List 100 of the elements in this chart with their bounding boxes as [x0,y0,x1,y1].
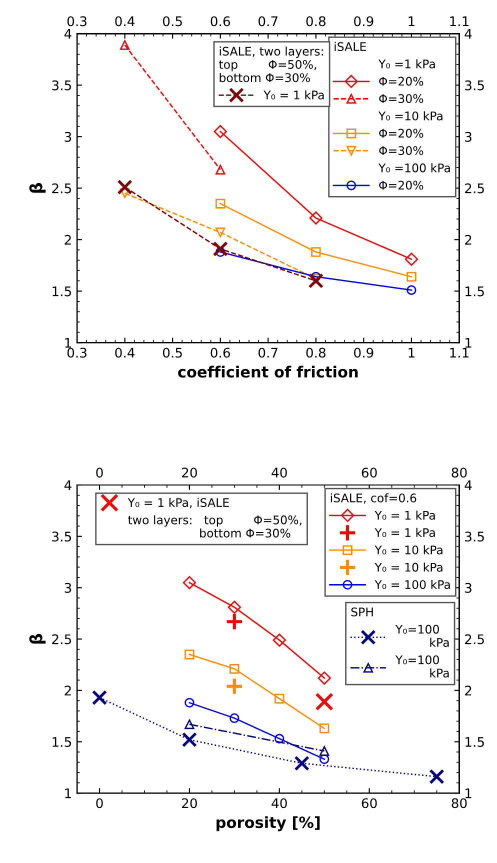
legend-label: Y₀ = 1 kPa, iSALE [128,498,229,508]
x2-tick-label: 60 [362,468,377,478]
y-tick-label: 2 [64,686,71,696]
x2-tick-label: 1.1 [450,16,468,26]
x-tick-label: 40 [272,798,287,808]
point [215,247,226,257]
y2-tick-label: 1 [466,338,472,348]
y-tick-label: 1 [65,788,71,798]
y-tick-label: 2 [64,234,71,245]
legend-label: Φ=20% [379,180,424,190]
x-tick-label: 0.9 [354,348,374,358]
x2-tick-label: 0.5 [162,16,182,26]
x2-tick-label: 0.4 [115,16,135,26]
legend-label: Φ=20% [379,76,424,86]
point [182,732,198,748]
point [184,698,194,708]
y2-tick-label: 2 [465,234,472,245]
y-tick-label: 4 [64,480,72,490]
y-tick-label: 3 [64,582,72,593]
x-tick-label: 1.1 [450,348,468,358]
point [215,164,226,174]
x-tick-label: 20 [182,798,197,808]
x2-tick-label: 0.9 [354,16,374,26]
legend-title: iSALE, cof=0.6 [330,493,416,504]
legend-label: Φ=30% [379,94,424,104]
point [212,241,228,257]
y2-tick-label: 2.5 [465,183,484,194]
x-tick-label: 80 [452,798,467,808]
annotation: Y₀ =10 kPa [378,111,442,120]
x-axis-title: porosity [%] [216,816,320,832]
point [319,754,330,764]
y-tick-label: 4 [64,29,72,39]
legend-label: Φ=30% [379,146,424,156]
x2-tick-label: 20 [182,468,197,478]
point [230,664,240,674]
x2-tick-label: 0.7 [258,16,278,26]
point [92,690,108,706]
x2-tick-label: 1 [408,16,414,26]
y2-tick-label: 3 [465,582,472,593]
point [184,650,194,660]
point [120,40,130,50]
x-tick-label: 0 [96,798,103,808]
x-tick-label: 0.6 [210,348,230,358]
legend-label: Y₀ = 10 kPa [374,545,442,554]
annotation: iSALE, two layers: top Φ=50%, bottom Φ=30% [219,46,323,82]
point [319,746,330,756]
x2-tick-label: 80 [452,468,467,478]
x2-tick-label: 0.8 [306,16,326,26]
point [404,252,418,266]
y2-tick-label: 4 [464,29,472,39]
y-tick-label: 1.5 [52,737,72,747]
point [215,228,226,238]
point [225,612,244,631]
annotation: SPH [351,607,373,616]
legend-label: Y₀ = 1 kPa [374,528,435,538]
legend-label: Y₀ = 10 kPa [374,562,442,572]
point [225,677,244,696]
y2-tick-label: 3.5 [465,532,484,542]
point [274,734,284,744]
legend-label: Y₀ = 1 kPa [264,90,324,100]
y2-tick-label: 4 [464,480,472,490]
point [228,600,241,614]
point [215,198,226,208]
point [214,124,227,138]
x2-tick-label: 0.3 [67,16,86,26]
x-tick-label: 0.4 [115,348,135,358]
y-axis-title: β [29,634,46,644]
legend-label: Y₀=100 kPa [395,655,449,678]
y2-tick-label: 2 [465,686,472,696]
x-tick-label: 60 [362,798,377,808]
annotation: Y₀ =100 kPa [378,163,450,172]
y-axis-title: β [29,182,46,193]
y-tick-label: 3.5 [52,80,72,90]
point [429,769,444,784]
point [311,247,321,257]
legend-label: Y₀ = 1 kPa [374,510,435,520]
point [319,724,330,734]
y-tick-label: 2.5 [52,634,72,644]
y2-tick-label: 1.5 [466,286,484,296]
y2-tick-label: 3.5 [465,80,484,90]
point [294,756,310,771]
point [274,694,284,704]
annotation: two layers: top Φ=50%, bottom Φ=30% [128,515,302,538]
point [315,692,334,711]
annotation: Y₀ =1 kPa [378,59,435,68]
legend-label: Φ=20% [379,128,424,138]
x-tick-label: 0.8 [306,348,326,358]
x-tick-label: 1 [408,348,414,358]
x-tick-label: 0.7 [258,348,278,358]
y-tick-label: 1.5 [52,286,72,296]
point [308,273,324,288]
x2-tick-label: 0 [96,468,103,478]
point [117,179,132,195]
point [230,713,240,723]
y-tick-label: 2.5 [52,183,72,194]
y2-tick-label: 1 [466,788,472,798]
x2-tick-label: 0.6 [210,16,230,26]
point [318,671,331,685]
legend-label: Y₀=100 kPa [395,624,449,647]
point [182,576,196,590]
